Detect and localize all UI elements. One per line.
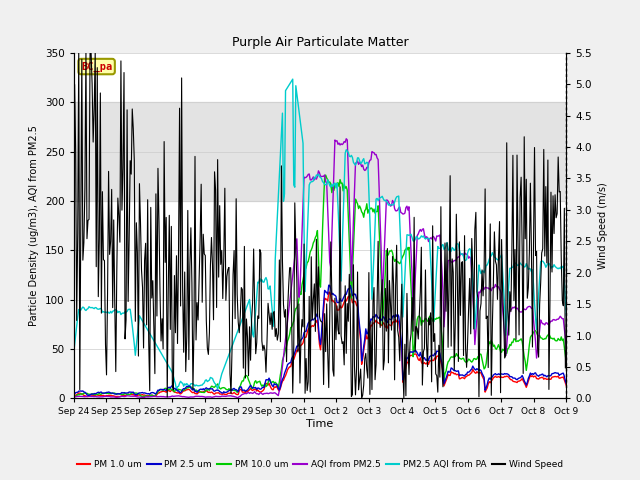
Text: BC_pa: BC_pa [81,61,112,72]
Y-axis label: Particle Density (ug/m3), AQI from PM2.5: Particle Density (ug/m3), AQI from PM2.5 [29,125,39,326]
Title: Purple Air Particulate Matter: Purple Air Particulate Matter [232,36,408,49]
Y-axis label: Wind Speed (m/s): Wind Speed (m/s) [598,182,607,269]
Bar [74,102,566,201]
Legend: PM 1.0 um, PM 2.5 um, PM 10.0 um, AQI from PM2.5, PM2.5 AQI from PA, Wind Speed: PM 1.0 um, PM 2.5 um, PM 10.0 um, AQI fr… [73,457,567,473]
X-axis label: Time: Time [307,419,333,429]
